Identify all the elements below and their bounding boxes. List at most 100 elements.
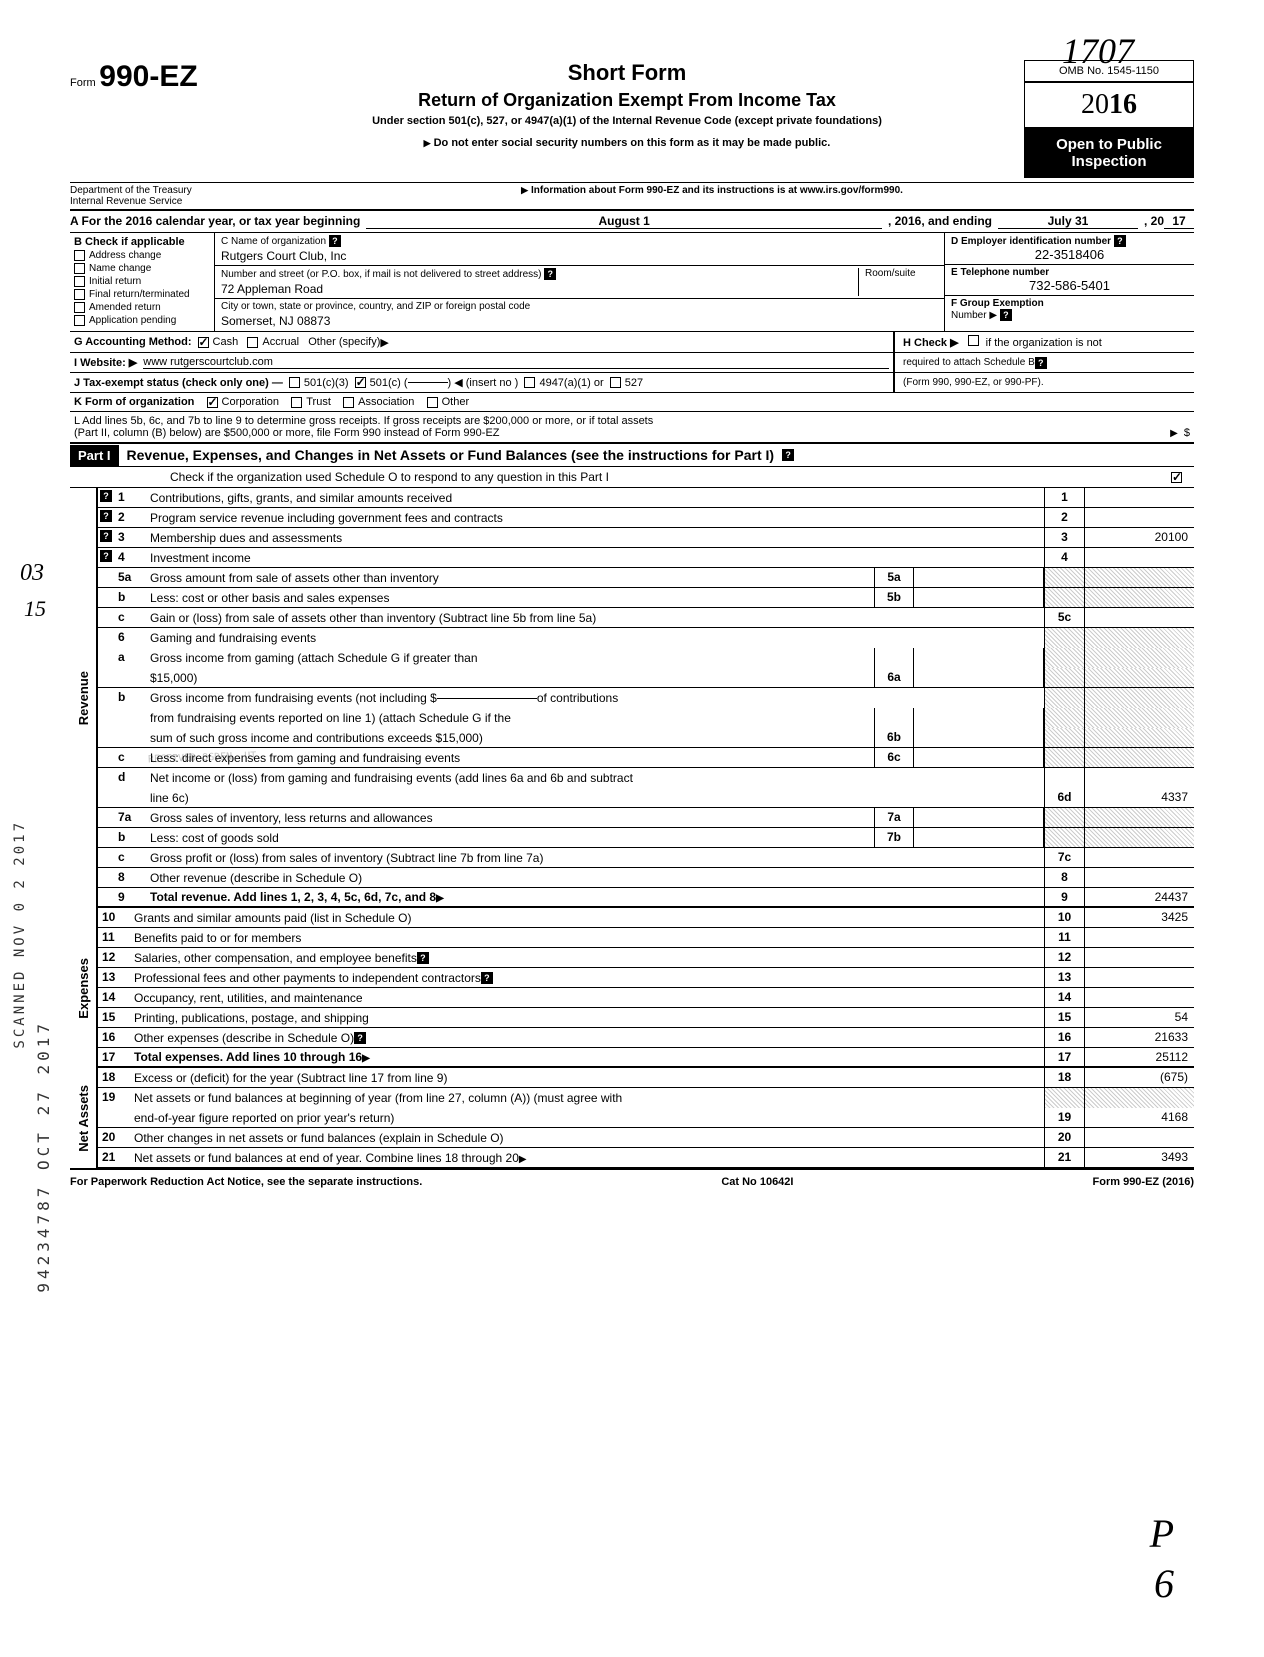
footer: For Paperwork Reduction Act Notice, see … bbox=[70, 1168, 1194, 1188]
val-8 bbox=[1084, 868, 1194, 887]
val-17: 25112 bbox=[1084, 1048, 1194, 1066]
val-12 bbox=[1084, 948, 1194, 967]
val-19: 4168 bbox=[1084, 1108, 1194, 1127]
cb-address-change[interactable]: Address change bbox=[74, 250, 210, 261]
val-2 bbox=[1084, 508, 1194, 527]
cb-other-org[interactable] bbox=[427, 397, 438, 408]
open-to-public: Open to Public Inspection bbox=[1024, 128, 1194, 178]
handwritten-note: 1707 bbox=[1062, 30, 1134, 72]
row-j: J Tax-exempt status (check only one) — 5… bbox=[70, 373, 1194, 393]
val-3: 20100 bbox=[1084, 528, 1194, 547]
cat-no: Cat No 10642I bbox=[721, 1176, 793, 1188]
subtitle: Under section 501(c), 527, or 4947(a)(1)… bbox=[240, 115, 1014, 127]
help-icon[interactable]: ? bbox=[100, 510, 112, 522]
tax-year-begin: August 1 bbox=[366, 214, 882, 229]
cb-cash[interactable] bbox=[198, 337, 209, 348]
cb-4947[interactable] bbox=[524, 377, 535, 388]
form-header: Form 990-EZ Short Form Return of Organiz… bbox=[70, 60, 1194, 183]
net-assets-section: Net Assets 18Excess or (deficit) for the… bbox=[70, 1068, 1194, 1168]
cb-trust[interactable] bbox=[291, 397, 302, 408]
help-icon[interactable]: ? bbox=[1114, 235, 1126, 247]
val-14 bbox=[1084, 988, 1194, 1007]
label-g: G Accounting Method: bbox=[74, 336, 192, 348]
ein: 22-3518406 bbox=[951, 247, 1188, 262]
info-link: Information about Form 990-EZ and its in… bbox=[230, 185, 1194, 207]
expenses-section: Expenses 10Grants and similar amounts pa… bbox=[70, 908, 1194, 1068]
handwritten-br-1: P bbox=[1150, 1510, 1174, 1557]
org-city: Somerset, NJ 08873 bbox=[221, 314, 938, 328]
tax-year-end-yy: 17 bbox=[1164, 214, 1194, 229]
cb-501c3[interactable] bbox=[289, 377, 300, 388]
dln-stamp: 94234787 OCT 27 2017 bbox=[34, 1020, 53, 1293]
val-13 bbox=[1084, 968, 1194, 987]
website: www rutgerscourtclub.com bbox=[143, 356, 889, 369]
line-a: A For the 2016 calendar year, or tax yea… bbox=[70, 211, 1194, 233]
val-5c bbox=[1084, 608, 1194, 627]
form-number: 990-EZ bbox=[99, 60, 197, 93]
cb-name-change[interactable]: Name change bbox=[74, 263, 210, 274]
col-b: B Check if applicable Address change Nam… bbox=[70, 233, 215, 331]
help-icon[interactable]: ? bbox=[329, 235, 341, 247]
phone: 732-586-5401 bbox=[951, 278, 1188, 293]
help-icon[interactable]: ? bbox=[1035, 357, 1047, 369]
cb-amended[interactable]: Amended return bbox=[74, 302, 210, 313]
cb-schedule-o[interactable] bbox=[1171, 472, 1182, 483]
row-i: I Website: ▶ www rutgerscourtclub.com re… bbox=[70, 353, 1194, 373]
part-i-label: Part I bbox=[70, 445, 119, 466]
dept-row: Department of the Treasury Internal Reve… bbox=[70, 183, 1194, 211]
label-j: J Tax-exempt status (check only one) — bbox=[74, 377, 283, 389]
cb-501c[interactable] bbox=[355, 377, 366, 388]
help-icon[interactable]: ? bbox=[481, 972, 493, 984]
help-icon[interactable]: ? bbox=[417, 952, 429, 964]
help-icon[interactable]: ? bbox=[782, 449, 794, 461]
val-21: 3493 bbox=[1084, 1148, 1194, 1167]
val-4 bbox=[1084, 548, 1194, 567]
row-k: K Form of organization Corporation Trust… bbox=[70, 393, 1194, 412]
paperwork-notice: For Paperwork Reduction Act Notice, see … bbox=[70, 1176, 422, 1188]
val-11 bbox=[1084, 928, 1194, 947]
scanned-stamp: SCANNED NOV 0 2 2017 bbox=[12, 820, 28, 1049]
help-icon[interactable]: ? bbox=[544, 268, 556, 280]
short-form-title: Short Form bbox=[240, 60, 1014, 86]
help-icon[interactable]: ? bbox=[1000, 309, 1012, 321]
val-7c bbox=[1084, 848, 1194, 867]
help-icon[interactable]: ? bbox=[100, 550, 112, 562]
val-9: 24437 bbox=[1084, 888, 1194, 906]
label-i: I Website: ▶ bbox=[74, 356, 137, 369]
form-prefix: Form bbox=[70, 77, 96, 89]
cb-final-return[interactable]: Final return/terminated bbox=[74, 289, 210, 300]
val-20 bbox=[1084, 1128, 1194, 1147]
tax-year: 2016 bbox=[1024, 82, 1194, 128]
val-10: 3425 bbox=[1084, 908, 1194, 927]
val-1 bbox=[1084, 488, 1194, 507]
col-def: D Employer identification number ? 22-35… bbox=[944, 233, 1194, 331]
cb-accrual[interactable] bbox=[247, 337, 258, 348]
cb-association[interactable] bbox=[343, 397, 354, 408]
handwritten-margin-2: 15 bbox=[24, 596, 46, 622]
help-icon[interactable]: ? bbox=[354, 1032, 366, 1044]
form-footer: Form 990-EZ (2016) bbox=[1093, 1176, 1194, 1188]
col-c: C Name of organization ? Rutgers Court C… bbox=[215, 233, 944, 331]
cb-527[interactable] bbox=[610, 377, 621, 388]
cb-corporation[interactable] bbox=[207, 397, 218, 408]
cb-schedule-b[interactable] bbox=[968, 335, 979, 346]
room-suite-label: Room/suite bbox=[858, 268, 938, 296]
org-address: 72 Appleman Road bbox=[221, 282, 858, 296]
schedule-o-check: Check if the organization used Schedule … bbox=[70, 467, 1194, 488]
cb-initial-return[interactable]: Initial return bbox=[74, 276, 210, 287]
return-title: Return of Organization Exempt From Incom… bbox=[240, 90, 1014, 111]
cb-app-pending[interactable]: Application pending bbox=[74, 315, 210, 326]
side-revenue: Revenue bbox=[70, 488, 98, 908]
label-k: K Form of organization bbox=[74, 396, 194, 408]
section-bcdef: B Check if applicable Address change Nam… bbox=[70, 233, 1194, 332]
val-18: (675) bbox=[1084, 1068, 1194, 1087]
help-icon[interactable]: ? bbox=[100, 530, 112, 542]
side-expenses: Expenses bbox=[70, 908, 98, 1068]
help-icon[interactable]: ? bbox=[100, 490, 112, 502]
handwritten-margin-1: 03 bbox=[20, 560, 44, 587]
val-15: 54 bbox=[1084, 1008, 1194, 1027]
handwritten-br-2: 6 bbox=[1154, 1560, 1174, 1607]
part-i-header: Part I Revenue, Expenses, and Changes in… bbox=[70, 444, 1194, 467]
revenue-section: Revenue ?1Contributions, gifts, grants, … bbox=[70, 488, 1194, 908]
side-net-assets: Net Assets bbox=[70, 1068, 98, 1168]
